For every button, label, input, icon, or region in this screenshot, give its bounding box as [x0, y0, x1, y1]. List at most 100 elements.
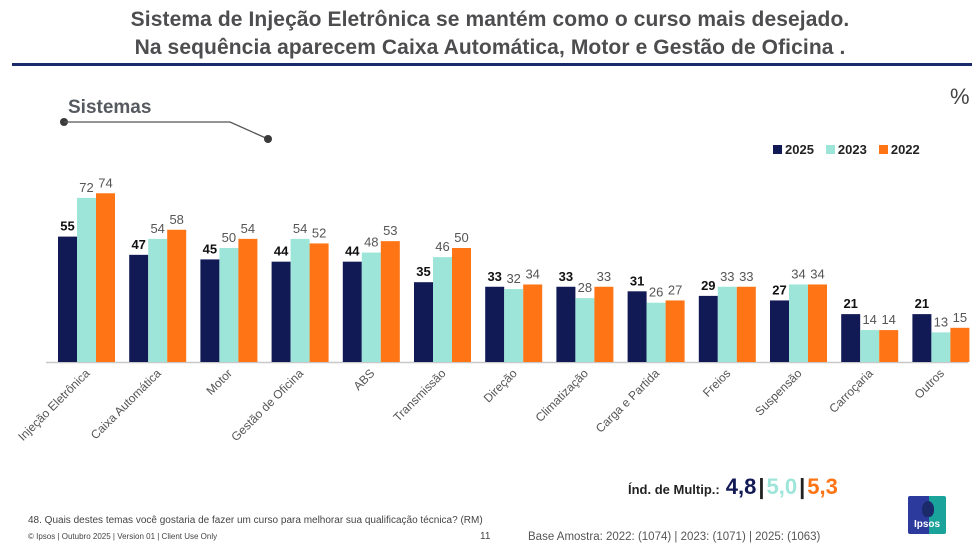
- data-label-2023: 26: [649, 285, 663, 300]
- legend-label-2023: 2023: [837, 142, 867, 157]
- sample-base: Base Amostra: 2022: (1074) | 2023: (1071…: [528, 531, 821, 543]
- data-label-2022: 34: [525, 266, 539, 281]
- data-label-2022: 52: [312, 225, 326, 240]
- bar-2023: [148, 238, 168, 362]
- legend-item-2023: 2023: [825, 142, 867, 157]
- multiplicity-2023: 5,0: [766, 474, 798, 499]
- category-label: Freios: [700, 366, 733, 399]
- category-label: Caixa Automática: [88, 366, 164, 442]
- multiplicity-separator: |: [799, 474, 806, 499]
- bar-2022: [380, 241, 400, 362]
- legend-swatch-2022: [878, 145, 888, 154]
- bar-2023: [575, 298, 595, 362]
- data-label-2025: 21: [843, 296, 857, 311]
- bar-2025: [556, 286, 576, 362]
- bar-2025: [698, 295, 718, 362]
- data-label-2023: 72: [79, 180, 93, 195]
- multiplicity-2025: 4,8: [725, 474, 757, 499]
- legend-item-2022: 2022: [878, 142, 920, 157]
- data-label-2025: 44: [274, 244, 289, 259]
- copyright-notice: © Ipsos | Outubro 2025 | Version 01 | Cl…: [28, 532, 218, 541]
- bar-2023: [433, 257, 452, 362]
- data-label-2022: 15: [953, 310, 967, 325]
- bar-2022: [238, 238, 258, 362]
- chart-legend: 2025 2023 2022: [773, 142, 920, 157]
- connector-line: [64, 121, 269, 140]
- ipsos-logo: Ipsos: [908, 496, 946, 534]
- bar-2025: [342, 261, 362, 362]
- logo-text: Ipsos: [913, 519, 941, 530]
- data-label-2025: 33: [487, 269, 501, 284]
- bar-2022: [665, 300, 685, 362]
- category-label: Suspensão: [752, 366, 805, 419]
- category-label: ABS: [351, 366, 378, 393]
- data-label-2022: 58: [169, 212, 183, 227]
- category-label: Carga e Partida: [593, 366, 663, 436]
- title-line-2: Na sequência aparecem Caixa Automática, …: [134, 36, 846, 59]
- bar-2025: [129, 254, 149, 362]
- bar-2022: [879, 330, 899, 362]
- data-label-2023: 54: [293, 221, 307, 236]
- bar-2023: [77, 197, 96, 362]
- connector-dot-end: [264, 135, 272, 143]
- data-label-2023: 54: [150, 221, 164, 236]
- bar-2023: [361, 252, 381, 362]
- bar-2022: [309, 243, 329, 362]
- data-label-2022: 14: [881, 312, 895, 327]
- data-label-2025: 44: [345, 244, 360, 259]
- multiplicity-2022: 5,3: [807, 474, 838, 499]
- legend-item-2025: 2025: [773, 142, 814, 157]
- multiplicity-index: Índ. de Multip.: 4,8 | 5,0 | 5,3: [628, 474, 838, 500]
- section-connector: [60, 118, 272, 143]
- category-label: Direção: [481, 366, 520, 405]
- bar-2025: [912, 314, 932, 362]
- legend-label-2025: 2025: [785, 142, 814, 157]
- data-label-2022: 33: [739, 269, 753, 284]
- bar-2023: [504, 289, 524, 362]
- category-label: Transmissão: [390, 366, 448, 424]
- data-label-2023: 33: [720, 269, 734, 284]
- data-label-2025: 45: [203, 241, 217, 256]
- data-label-2023: 34: [791, 266, 805, 281]
- data-label-2025: 27: [772, 282, 786, 297]
- data-label-2025: 33: [559, 269, 573, 284]
- category-label: Carroçaria: [826, 366, 876, 416]
- multiplicity-separator: |: [758, 474, 765, 499]
- category-label: Outros: [912, 366, 947, 401]
- bar-chart: 55 72 74 Injeção Eletrônica 47 54 58 Caixa Auto…: [15, 175, 970, 444]
- page-title: Sistema de Injeção Eletrônica se mantém …: [0, 6, 980, 62]
- data-label-2022: 74: [98, 175, 112, 190]
- bar-2022: [808, 284, 827, 362]
- bar-2025: [271, 261, 291, 362]
- data-label-2023: 50: [222, 230, 236, 245]
- category-label: Injeção Eletrônica: [15, 366, 93, 444]
- unit-label: %: [950, 84, 970, 109]
- bar-2022: [452, 248, 471, 362]
- data-label-2023: 32: [506, 271, 520, 286]
- data-label-2022: 50: [454, 230, 468, 245]
- bar-2025: [770, 300, 789, 362]
- title-divider: [12, 63, 972, 66]
- category-label: Motor: [203, 366, 235, 398]
- bar-2025: [414, 282, 433, 362]
- data-label-2023: 46: [435, 239, 449, 254]
- bar-2022: [167, 229, 187, 362]
- category-label: Gestão de Oficina: [228, 366, 306, 444]
- data-label-2025: 47: [131, 237, 145, 252]
- bar-2023: [646, 302, 666, 362]
- data-label-2025: 35: [416, 264, 430, 279]
- data-label-2025: 31: [630, 273, 644, 288]
- data-label-2023: 48: [364, 235, 378, 250]
- data-label-2022: 53: [383, 223, 397, 238]
- survey-question: 48. Quais destes temas você gostaria de …: [28, 515, 483, 526]
- legend-swatch-2025: [773, 145, 782, 154]
- data-label-2023: 28: [578, 280, 592, 295]
- bar-2022: [523, 284, 543, 362]
- data-label-2023: 13: [934, 314, 948, 329]
- bar-2023: [931, 332, 951, 362]
- bar-2023: [290, 238, 310, 362]
- page-number: 11: [480, 531, 491, 542]
- logo-head-icon: [922, 501, 934, 517]
- bar-2022: [96, 193, 115, 362]
- data-label-2022: 27: [668, 282, 682, 297]
